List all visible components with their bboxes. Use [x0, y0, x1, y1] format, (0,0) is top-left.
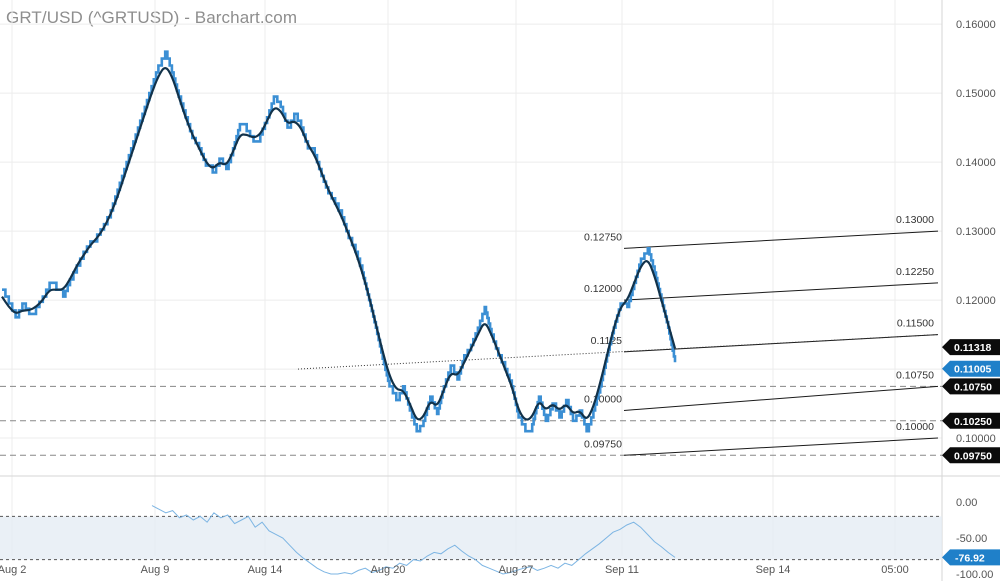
- oscillator-line: [151, 505, 676, 575]
- oscillator-tick-label: 0.00: [956, 497, 977, 509]
- oscillator-pane: [0, 505, 942, 575]
- price-label-box: [942, 360, 1000, 377]
- price-labels: 0.11318 0.11005 0.10750 0.10250 0.09750 -76.9…: [942, 339, 1000, 566]
- y-tick-label: 0.15000: [956, 88, 996, 100]
- grid-lines: [0, 0, 942, 556]
- price-series: [1, 50, 677, 433]
- channel-left-label: 0.12000: [584, 283, 622, 295]
- x-tick-label: Aug 20: [371, 564, 406, 576]
- channel-right-label: 0.11500: [897, 318, 934, 330]
- channel-line: [623, 282, 939, 301]
- x-tick-label: Sep 14: [756, 564, 791, 576]
- price-label-box: [942, 378, 1000, 395]
- channel-left-label: 0.12750: [584, 231, 622, 243]
- y-tick-label: 0.13000: [956, 226, 996, 238]
- price-label-box: [942, 447, 1000, 464]
- x-tick-label: Aug 14: [248, 564, 283, 576]
- x-tick-label: Aug 27: [499, 564, 534, 576]
- price-label-text: 0.10250: [954, 416, 992, 428]
- x-tick-label: Aug 2: [0, 564, 26, 576]
- price-label-text: 0.11318: [954, 342, 992, 354]
- price-smooth-series: [1, 67, 677, 421]
- x-tick-label: Sep 11: [605, 564, 639, 576]
- axis-labels: 0.16000 0.15000 0.14000 0.13000 0.12000 0.110…: [0, 19, 996, 581]
- oscillator-tick-label: -50.00: [956, 533, 987, 545]
- x-tick-label: Aug 9: [141, 564, 170, 576]
- channel-line: [623, 230, 939, 249]
- oscillator-band: [0, 516, 942, 560]
- price-label-text: 0.10750: [954, 381, 992, 393]
- price-label-box: [942, 412, 1000, 429]
- oscillator-value-box: [942, 549, 1000, 566]
- channel-right-label: 0.12250: [896, 266, 934, 278]
- channel-left-label: 0.09750: [584, 438, 622, 450]
- channel-right-label: 0.10000: [896, 421, 934, 433]
- channel-left-label: 0.1125: [591, 335, 622, 347]
- y-tick-label: 0.12000: [956, 295, 996, 307]
- channel-line: [623, 385, 939, 411]
- channel-right-label: 0.13000: [896, 214, 934, 226]
- oscillator-tick-label: -100.00: [956, 569, 993, 581]
- fib-channel: 0.12750 0.13000 0.12000 0.12250 0.1125 0.1150…: [297, 214, 939, 456]
- y-tick-label: 0.10000: [956, 433, 996, 445]
- price-step-series: [2, 50, 677, 433]
- price-label-box: [942, 339, 1000, 356]
- price-label-text: 0.09750: [954, 450, 992, 462]
- channel-line: [623, 437, 939, 456]
- oscillator-value-text: -76.92: [955, 552, 985, 564]
- price-label-text: 0.11005: [954, 364, 992, 376]
- chart-title: GRT/USD (^GRTUSD) - Barchart.com: [6, 8, 298, 27]
- x-tick-label: 05:00: [881, 564, 909, 576]
- channel-right-label: 0.10750: [896, 369, 934, 381]
- channel-left-label: 0.10000: [584, 393, 622, 405]
- y-tick-label: 0.16000: [956, 19, 996, 31]
- dotted-trend-line: [297, 334, 939, 370]
- y-tick-label: 0.14000: [956, 157, 996, 169]
- support-lines: [0, 385, 942, 456]
